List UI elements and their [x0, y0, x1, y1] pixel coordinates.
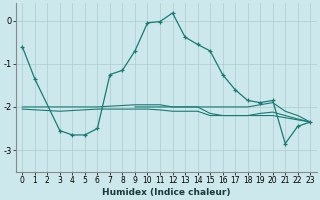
X-axis label: Humidex (Indice chaleur): Humidex (Indice chaleur)	[102, 188, 230, 197]
